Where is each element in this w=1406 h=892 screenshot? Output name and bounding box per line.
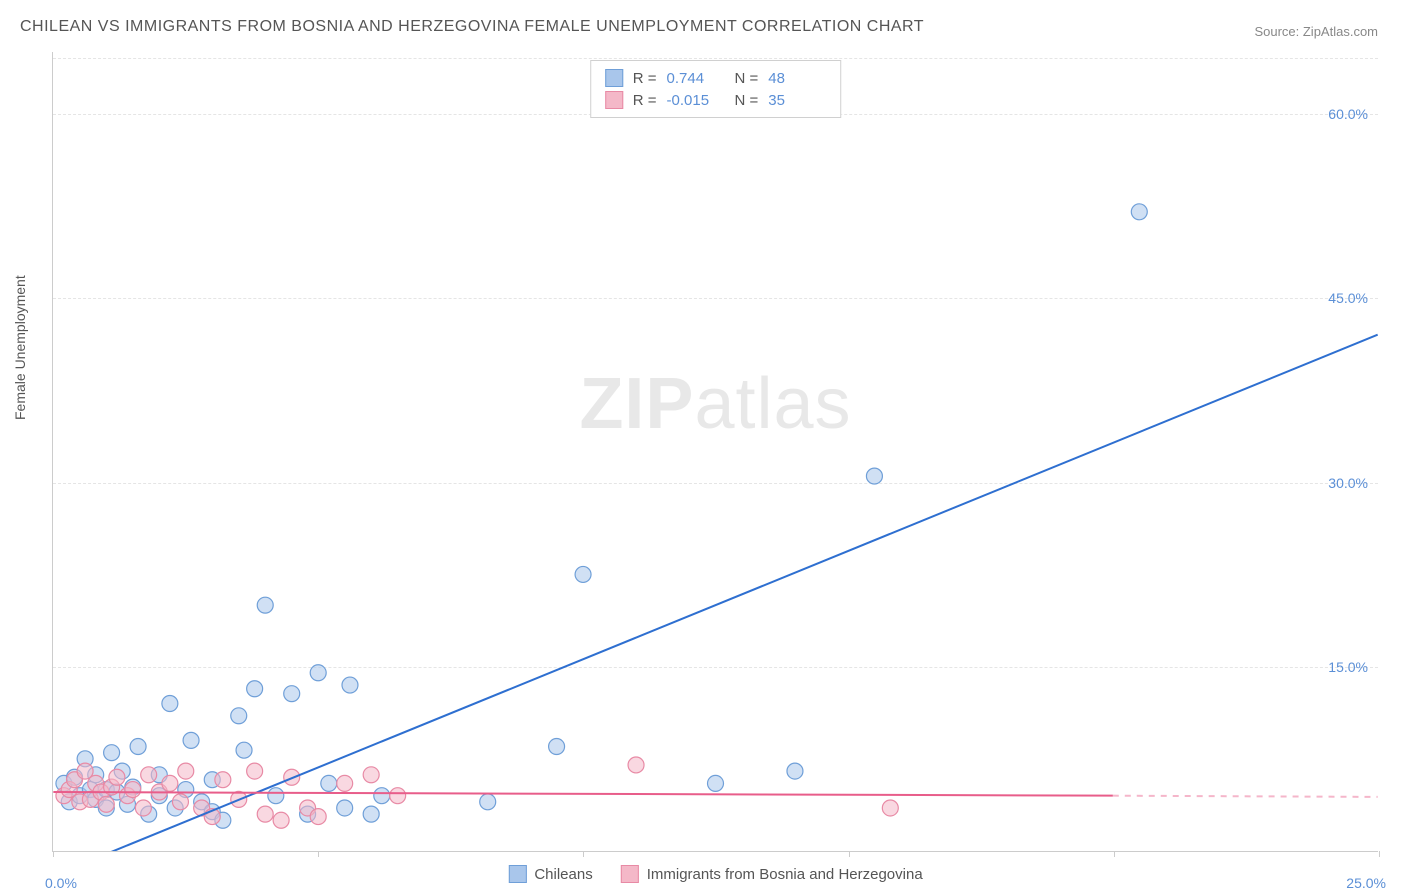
legend-item-chileans: Chileans	[508, 865, 592, 883]
swatch-icon	[605, 69, 623, 87]
scatter-svg	[53, 52, 1378, 851]
correlation-legend: R = 0.744 N = 48 R = -0.015 N = 35	[590, 60, 842, 118]
swatch-icon	[508, 865, 526, 883]
y-axis-label: Female Unemployment	[12, 275, 28, 420]
source-label: Source: ZipAtlas.com	[1254, 24, 1378, 39]
x-tick-label: 0.0%	[45, 875, 77, 891]
legend-item-bosnia: Immigrants from Bosnia and Herzegovina	[621, 865, 923, 883]
chart-title: CHILEAN VS IMMIGRANTS FROM BOSNIA AND HE…	[20, 18, 924, 36]
swatch-icon	[621, 865, 639, 883]
x-tick-label: 25.0%	[1346, 875, 1386, 891]
series-legend: Chileans Immigrants from Bosnia and Herz…	[508, 865, 922, 883]
legend-row-series-2: R = -0.015 N = 35	[605, 89, 827, 111]
legend-row-series-1: R = 0.744 N = 48	[605, 67, 827, 89]
swatch-icon	[605, 91, 623, 109]
chart-plot-area: ZIPatlas R = 0.744 N = 48 R = -0.015 N =…	[52, 52, 1378, 852]
